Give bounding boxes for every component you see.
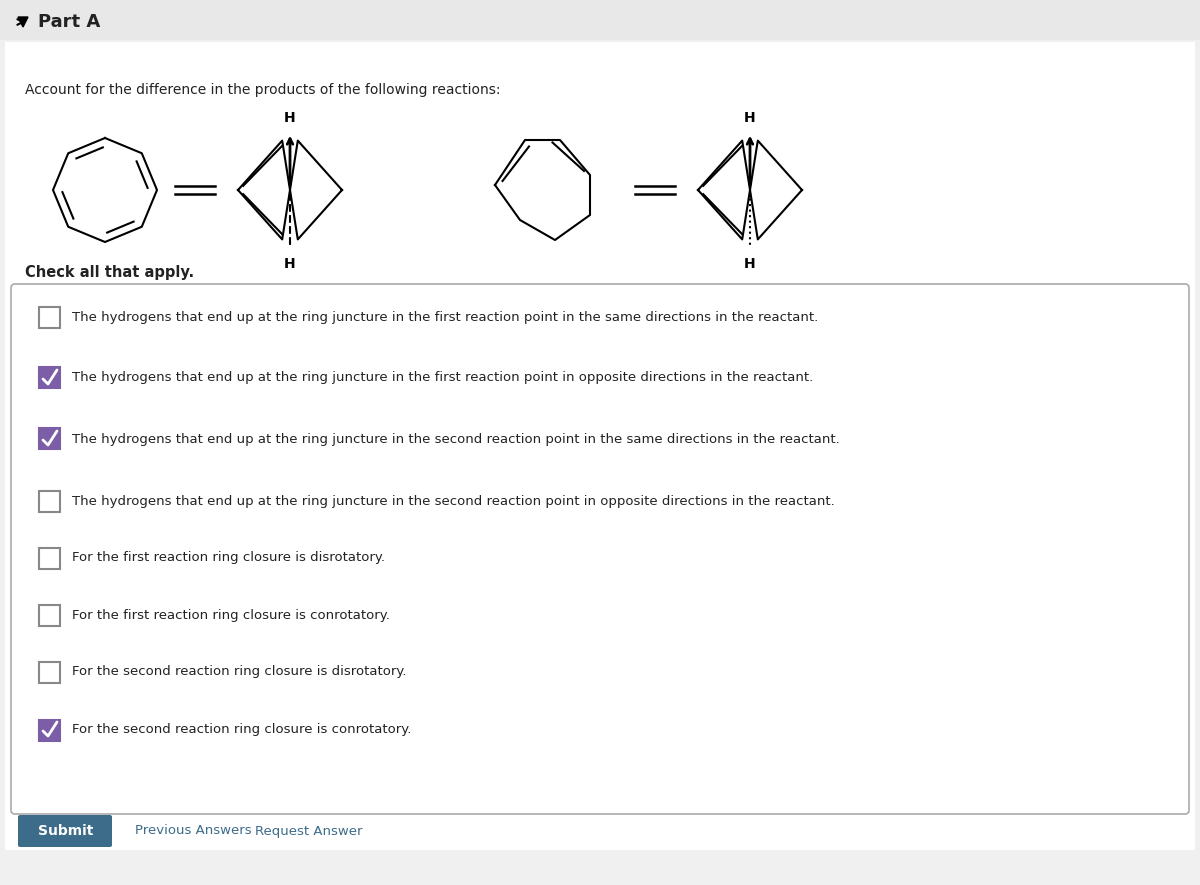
Text: Check all that apply.: Check all that apply. [25,266,194,281]
Text: Part A: Part A [38,13,101,31]
FancyBboxPatch shape [38,367,60,389]
FancyBboxPatch shape [38,720,60,741]
Text: H: H [284,257,296,271]
Text: For the second reaction ring closure is conrotatory.: For the second reaction ring closure is … [72,724,412,736]
Text: The hydrogens that end up at the ring juncture in the second reaction point in o: The hydrogens that end up at the ring ju… [72,495,835,507]
Text: H: H [284,111,296,125]
Text: Request Answer: Request Answer [254,825,362,837]
Text: For the second reaction ring closure is disrotatory.: For the second reaction ring closure is … [72,666,407,679]
Text: H: H [744,111,756,125]
FancyBboxPatch shape [38,604,60,626]
FancyBboxPatch shape [38,548,60,568]
Text: The hydrogens that end up at the ring juncture in the first reaction point in op: The hydrogens that end up at the ring ju… [72,372,814,384]
Text: Submit: Submit [38,824,94,838]
Text: Account for the difference in the products of the following reactions:: Account for the difference in the produc… [25,83,500,97]
Text: The hydrogens that end up at the ring juncture in the second reaction point in t: The hydrogens that end up at the ring ju… [72,433,840,445]
FancyBboxPatch shape [18,815,112,847]
FancyBboxPatch shape [38,661,60,682]
Polygon shape [18,17,28,27]
FancyBboxPatch shape [11,284,1189,814]
Text: The hydrogens that end up at the ring juncture in the first reaction point in th: The hydrogens that end up at the ring ju… [72,311,818,324]
FancyBboxPatch shape [38,490,60,512]
Text: For the first reaction ring closure is conrotatory.: For the first reaction ring closure is c… [72,609,390,621]
Text: H: H [744,257,756,271]
FancyBboxPatch shape [38,306,60,327]
FancyBboxPatch shape [5,42,1195,850]
Text: Previous Answers: Previous Answers [134,825,252,837]
FancyBboxPatch shape [38,428,60,450]
FancyBboxPatch shape [0,0,1200,40]
Text: For the first reaction ring closure is disrotatory.: For the first reaction ring closure is d… [72,551,385,565]
